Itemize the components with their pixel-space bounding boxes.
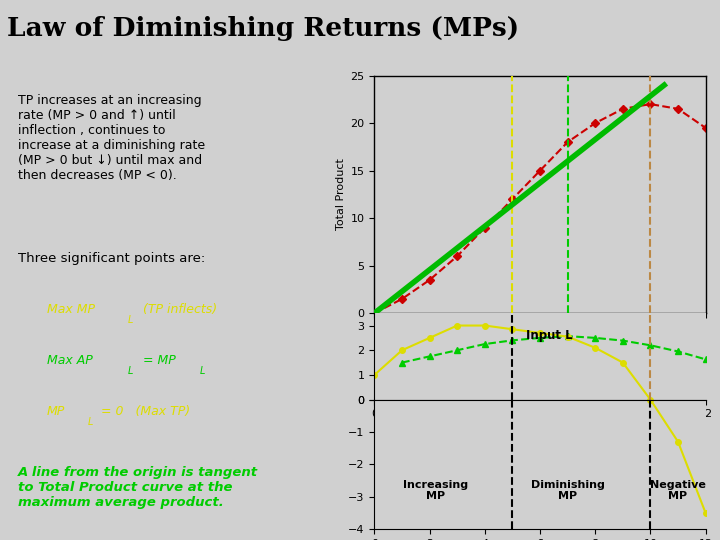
Text: (TP inflects): (TP inflects) [138,303,217,316]
Y-axis label: Total Product: Total Product [336,158,346,231]
Text: MP: MP [47,406,65,419]
Text: Max MP: Max MP [47,303,95,316]
Text: Diminishing
MP: Diminishing MP [531,480,605,501]
Text: Law of Diminishing Returns (MPs): Law of Diminishing Returns (MPs) [7,16,519,41]
Text: Increasing
MP: Increasing MP [402,480,468,501]
Text: = 0   (Max TP): = 0 (Max TP) [97,406,190,419]
Text: A line from the origin is tangent
to Total Product curve at the
maximum average : A line from the origin is tangent to Tot… [18,465,258,509]
Text: Negative
MP: Negative MP [650,480,706,501]
Text: = MP: = MP [138,354,176,367]
Text: L: L [128,366,133,376]
Text: L: L [128,315,133,325]
Text: L: L [89,417,94,427]
Text: Input L: Input L [526,329,573,342]
Text: Max AP: Max AP [47,354,93,367]
Text: L: L [200,366,205,376]
Text: TP increases at an increasing
rate (MP > 0 and ↑) until
inflection , continues t: TP increases at an increasing rate (MP >… [18,94,205,182]
Text: Three significant points are:: Three significant points are: [18,252,205,265]
